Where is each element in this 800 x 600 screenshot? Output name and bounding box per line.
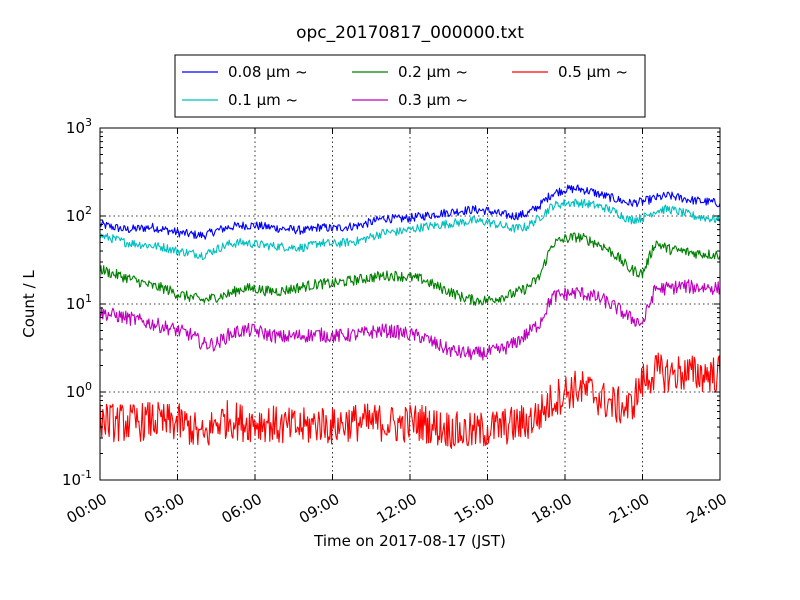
legend-label: 0.3 μm ~	[398, 91, 468, 109]
x-tick-label: 15:00	[451, 490, 497, 527]
y-tick-label: 100	[66, 380, 92, 401]
y-axis-label: Count / L	[20, 270, 38, 338]
legend-box	[174, 54, 646, 118]
series-line	[99, 198, 721, 260]
legend-label: 0.08 μm ~	[228, 63, 308, 81]
series-line	[99, 184, 721, 240]
legend-label: 0.2 μm ~	[398, 63, 468, 81]
y-tick-label: 10-1	[62, 468, 92, 489]
grid	[100, 128, 720, 480]
x-tick-label: 09:00	[296, 490, 342, 527]
x-axis-label: Time on 2017-08-17 (JST)	[313, 532, 506, 550]
x-tick-label: 03:00	[141, 490, 187, 527]
x-tick-labels: 00:00 03:00 06:00 09:00 12:00 15:00 18:00 21:00…	[64, 490, 730, 527]
series-line	[99, 352, 721, 449]
x-tick-label: 18:00	[529, 490, 575, 527]
x-tick-label: 24:00	[684, 490, 730, 527]
legend: 0.08 μm ~ 0.1 μm ~ 0.2 μm ~ 0.3 μm ~ 0.5 μm …	[174, 54, 646, 118]
y-tick-label: 102	[66, 204, 92, 225]
chart-title: opc_20170817_000000.txt	[296, 23, 524, 43]
x-tick-label: 06:00	[219, 490, 265, 527]
y-tick-labels: 10-1 100 101 102 103	[62, 116, 92, 489]
series-line	[99, 232, 721, 306]
ticks	[99, 127, 721, 481]
x-tick-label: 12:00	[374, 490, 420, 527]
legend-label: 0.5 μm ~	[558, 63, 628, 81]
x-tick-label: 00:00	[64, 490, 110, 527]
x-tick-label: 21:00	[606, 490, 652, 527]
series-group	[99, 184, 721, 449]
y-tick-label: 101	[66, 292, 92, 313]
y-tick-label: 103	[66, 116, 92, 137]
legend-items: 0.08 μm ~ 0.1 μm ~ 0.2 μm ~ 0.3 μm ~ 0.5 μm …	[182, 63, 628, 109]
series-line	[99, 279, 721, 361]
legend-label: 0.1 μm ~	[228, 91, 298, 109]
